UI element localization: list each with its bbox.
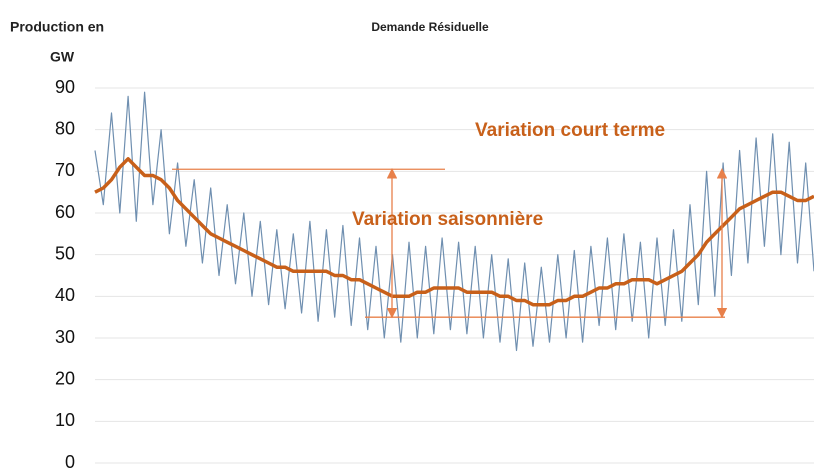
- annotation: Variation court terme: [475, 120, 665, 141]
- series-line: [94, 91, 814, 352]
- y-tick-label: 40: [55, 285, 75, 305]
- y-tick-label: 0: [65, 452, 75, 471]
- chart-title: Demande Résiduelle: [371, 20, 489, 34]
- y-tick-label: 50: [55, 243, 75, 263]
- y-tick-label: 10: [55, 410, 75, 430]
- series-line: [94, 157, 814, 307]
- y-tick-label: 90: [55, 77, 75, 97]
- y-tick-label: 20: [55, 368, 75, 388]
- y-axis-label: GW: [50, 49, 75, 65]
- y-axis-label: Production en: [10, 19, 104, 35]
- y-tick-label: 60: [55, 202, 75, 222]
- y-tick-label: 30: [55, 327, 75, 347]
- y-tick-label: 70: [55, 160, 75, 180]
- annotation: Variation saisonnière: [352, 209, 543, 230]
- y-tick-label: 80: [55, 118, 75, 138]
